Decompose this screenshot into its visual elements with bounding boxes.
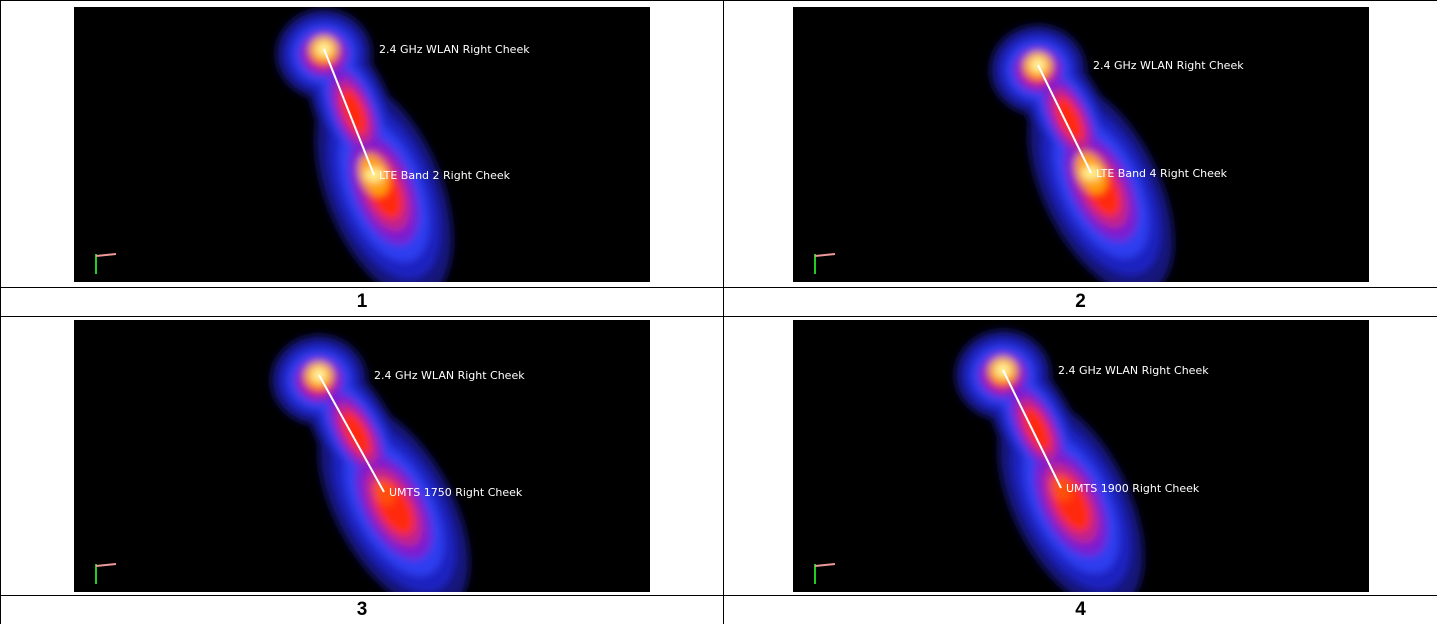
bottom-label: LTE Band 4 Right Cheek [1096, 167, 1228, 180]
connector [1036, 64, 1092, 173]
axis-x [814, 252, 835, 257]
axis-x [814, 563, 835, 567]
image-cell: 2.4 GHz WLAN Right Cheek UMTS 1750 Right … [0, 316, 724, 596]
top-label: 2.4 GHz WLAN Right Cheek [374, 369, 525, 382]
image-cell: 2.4 GHz WLAN Right Cheek LTE Band 2 Right… [0, 0, 724, 288]
bottom-label: UMTS 1900 Right Cheek [1066, 482, 1200, 495]
caption: 1 [0, 287, 724, 317]
image-cell: 2.4 GHz WLAN Right Cheek LTE Band 4 Right… [723, 0, 1437, 288]
top-label: 2.4 GHz WLAN Right Cheek [1058, 364, 1209, 377]
top-label: 2.4 GHz WLAN Right Cheek [1093, 59, 1244, 72]
heatmap-image: 2.4 GHz WLAN Right Cheek UMTS 1900 Right … [792, 320, 1369, 592]
bottom-label: UMTS 1750 Right Cheek [389, 486, 523, 499]
connector [323, 48, 375, 175]
heat-layer [1022, 406, 1051, 452]
heatmap-image: 2.4 GHz WLAN Right Cheek UMTS 1750 Right … [74, 320, 650, 592]
heat-layer [341, 411, 372, 456]
image-cell: 2.4 GHz WLAN Right Cheek UMTS 1900 Right … [723, 316, 1437, 596]
heat-layer [340, 88, 368, 135]
caption: 3 [0, 595, 724, 624]
connector [1001, 369, 1062, 489]
connector [318, 374, 385, 493]
axis-x [95, 252, 117, 257]
heat-layer [1054, 96, 1084, 141]
bottom-label: LTE Band 2 Right Cheek [379, 169, 511, 182]
axis-x [95, 563, 117, 567]
heatmap-image: 2.4 GHz WLAN Right Cheek LTE Band 2 Right… [74, 6, 650, 282]
heatmap-image: 2.4 GHz WLAN Right Cheek LTE Band 4 Right… [792, 6, 1369, 282]
caption: 2 [723, 287, 1437, 317]
heat-blob [954, 330, 1144, 592]
caption: 4 [723, 595, 1437, 624]
top-label: 2.4 GHz WLAN Right Cheek [379, 43, 530, 56]
